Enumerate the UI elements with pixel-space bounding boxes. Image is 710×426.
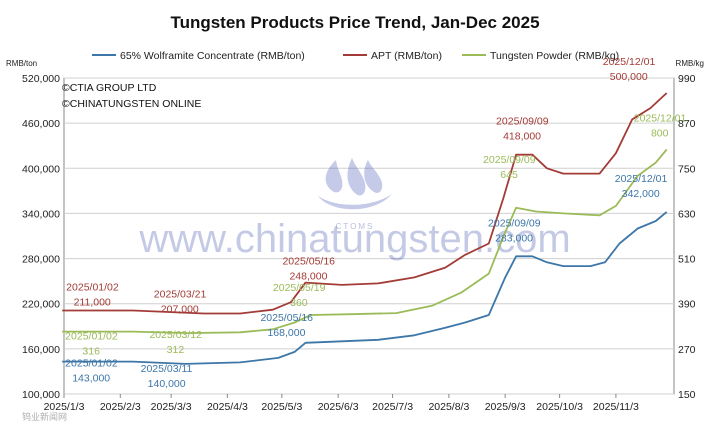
data-annotation-apt: 2025/09/09 418,000 <box>496 116 549 143</box>
legend-item-wolframite: 65% Wolframite Concentrate (RMB/ton) <box>92 50 305 62</box>
x-axis-tick-label: 2025/11/3 <box>593 401 639 413</box>
annotation-value: 645 <box>500 169 518 181</box>
x-axis-tick-label: 2025/10/3 <box>536 401 583 413</box>
legend-item-powder: Tungsten Powder (RMB/kg) <box>462 50 619 62</box>
left-axis-tick-label: 220,000 <box>22 299 60 311</box>
annotation-date: 2025/12/01 <box>634 112 687 124</box>
legend: 65% Wolframite Concentrate (RMB/ton) APT… <box>92 50 619 62</box>
right-axis-tick-label: 990 <box>678 73 696 85</box>
data-annotation-apt: 2025/01/02 211,000 <box>66 281 119 308</box>
footer-watermark: 钨业新闻网 <box>22 411 67 422</box>
copyright-line-2: ©CHINATUNGSTEN ONLINE <box>62 98 201 110</box>
annotation-date: 2025/01/02 <box>65 331 118 343</box>
data-annotation-wolframite: 2025/05/16 168,000 <box>260 312 313 339</box>
gridlines <box>64 77 674 395</box>
x-axis-tick-label: 2025/3/3 <box>151 401 192 413</box>
annotation-value: 312 <box>167 344 185 356</box>
right-axis-tick-label: 270 <box>678 344 696 356</box>
annotation-value: 283,000 <box>495 232 533 244</box>
annotation-date: 2025/05/16 <box>260 312 313 324</box>
watermark-logo-text: CTOMS <box>336 222 375 231</box>
right-axis-tick-label: 630 <box>678 208 696 220</box>
x-axis-tick-label: 2025/5/3 <box>261 401 302 413</box>
left-axis-tick-label: 280,000 <box>22 254 60 266</box>
annotation-date: 2025/03/12 <box>149 329 202 341</box>
annotation-date: 2025/05/19 <box>273 282 326 294</box>
annotation-value: 342,000 <box>622 188 660 200</box>
data-annotation-powder: 2025/03/12 312 <box>149 329 202 356</box>
watermark-site-text: www.chinatungsten.com <box>138 217 570 261</box>
annotation-value: 500,000 <box>610 71 648 83</box>
left-axis-tick-label: 100,000 <box>22 389 60 401</box>
annotations: 2025/01/02211,0002025/03/21207,0002025/0… <box>65 56 686 390</box>
legend-item-apt: APT (RMB/ton) <box>343 50 442 62</box>
copyright-line-1: ©CTIA GROUP LTD <box>62 82 157 94</box>
left-axis-tick-label: 160,000 <box>22 344 60 356</box>
series-line-apt <box>62 92 668 315</box>
legend-label-apt: APT (RMB/ton) <box>371 50 442 62</box>
annotation-date: 2025/05/16 <box>282 256 335 268</box>
annotation-date: 2025/09/09 <box>483 154 536 166</box>
annotation-date: 2025/09/09 <box>496 116 549 128</box>
annotation-date: 2025/03/21 <box>154 288 207 300</box>
annotation-value: 360 <box>290 297 308 309</box>
annotation-value: 211,000 <box>74 296 111 308</box>
right-axis-tick-label: 750 <box>678 163 696 175</box>
annotation-date: 2025/01/02 <box>66 281 119 293</box>
annotation-value: 800 <box>651 127 669 139</box>
left-axis-tick-label: 340,000 <box>22 208 60 220</box>
x-axis-tick-label: 2025/9/3 <box>485 401 526 413</box>
left-axis-tick-label: 520,000 <box>22 73 60 85</box>
data-annotation-apt: 2025/03/21 207,000 <box>154 288 207 315</box>
annotation-date: 2025/01/02 <box>65 358 118 370</box>
right-axis-tick-label: 150 <box>678 389 696 401</box>
data-annotation-powder: 2025/05/19 360 <box>273 282 326 309</box>
annotation-date: 2025/12/01 <box>615 173 668 185</box>
annotation-value: 207,000 <box>161 303 199 315</box>
data-annotation-wolframite: 2025/09/09 283,000 <box>488 217 541 244</box>
copyright: ©CTIA GROUP LTD ©CHINATUNGSTEN ONLINE <box>62 82 201 110</box>
chart-title: Tungsten Products Price Trend, Jan-Dec 2… <box>170 13 539 32</box>
left-axis-unit: RMB/ton <box>6 59 37 68</box>
right-axis-tick-label: 870 <box>678 118 696 130</box>
data-annotation-wolframite: 2025/03/11 140,000 <box>141 363 193 390</box>
right-axis-tick-label: 390 <box>678 299 696 311</box>
x-axis-tick-label: 2025/1/3 <box>44 401 85 413</box>
right-axis-unit: RMB/kg <box>676 59 704 68</box>
data-annotation-wolframite: 2025/12/01 342,000 <box>615 173 668 200</box>
series-layer <box>62 92 668 365</box>
x-axis-tick-label: 2025/6/3 <box>318 401 359 413</box>
annotation-date: 2025/03/11 <box>141 363 193 375</box>
x-axis-tick-label: 2025/4/3 <box>207 401 248 413</box>
legend-label-powder: Tungsten Powder (RMB/kg) <box>490 50 619 62</box>
annotation-value: 418,000 <box>503 131 541 143</box>
axis-tick-labels: 100,000 160,000 220,000 280,000 340,000 400,0… <box>22 73 696 413</box>
x-axis-tick-label: 2025/2/3 <box>100 401 141 413</box>
data-annotation-apt: 2025/05/16 248,000 <box>282 256 335 283</box>
legend-label-wolframite: 65% Wolframite Concentrate (RMB/ton) <box>120 50 305 62</box>
data-annotation-powder: 2025/09/09 645 <box>483 154 536 181</box>
right-axis-tick-label: 510 <box>678 254 696 266</box>
data-annotation-powder: 2025/12/01 800 <box>634 112 687 139</box>
x-axis-tick-label: 2025/8/3 <box>428 401 469 413</box>
x-axis-tick-label: 2025/7/3 <box>372 401 413 413</box>
watermark-logo <box>318 158 392 210</box>
data-annotation-wolframite: 2025/01/02 143,000 <box>65 358 118 385</box>
series-line-wolframite <box>62 211 668 365</box>
annotation-date: 2025/12/01 <box>603 56 656 68</box>
annotation-value: 168,000 <box>267 327 305 339</box>
watermark: CTOMS www.chinatungsten.com <box>138 158 571 261</box>
series-line-powder <box>62 148 668 335</box>
left-axis-tick-label: 400,000 <box>22 163 60 175</box>
annotation-date: 2025/09/09 <box>488 217 541 229</box>
data-annotation-apt: 2025/12/01 500,000 <box>603 56 656 83</box>
data-annotation-powder: 2025/01/02 316 <box>65 331 118 358</box>
annotation-value: 248,000 <box>289 271 327 283</box>
left-axis-tick-label: 460,000 <box>22 118 60 130</box>
annotation-value: 316 <box>82 346 100 358</box>
annotation-value: 143,000 <box>72 373 110 385</box>
annotation-value: 140,000 <box>148 378 186 390</box>
